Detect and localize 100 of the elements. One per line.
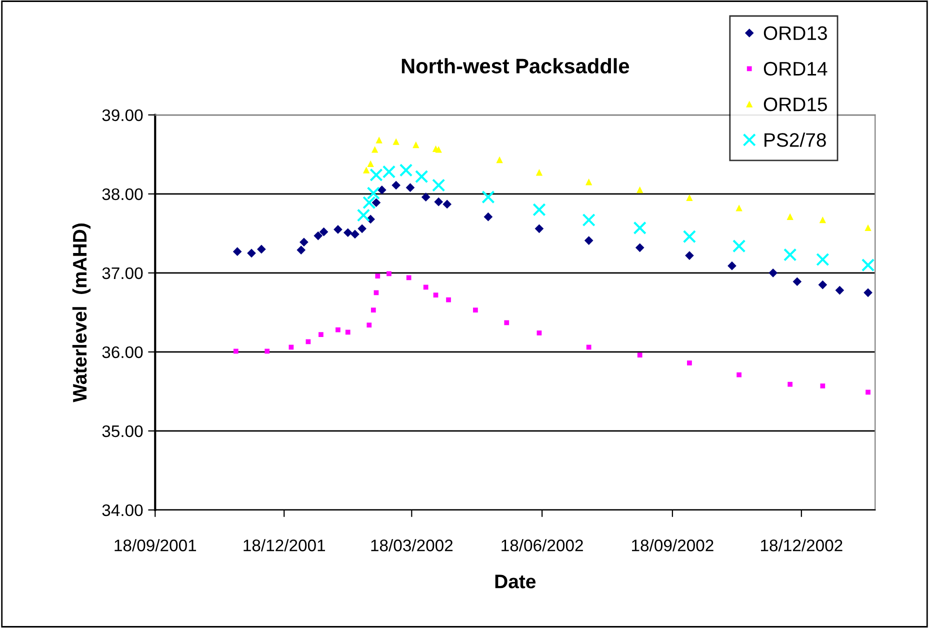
point [374,290,379,296]
x-tick-label: 18/03/2002 [371,539,453,552]
point [306,339,311,344]
point [768,268,778,278]
point [728,262,736,270]
point [582,213,596,227]
point [736,205,742,212]
point [446,297,451,302]
point [864,224,872,232]
x-tick-label: 18/06/2002 [502,539,583,552]
point [414,170,428,184]
x-tick-label: 18/12/2001 [244,539,326,552]
point [356,208,370,222]
point [336,327,340,332]
point [370,308,376,312]
legend-label: ORD13 [764,26,827,40]
point [367,160,374,168]
y-tick-label: 36.00 [102,346,143,358]
point [786,214,794,220]
point [484,212,492,222]
point [375,274,380,279]
point [435,146,442,153]
point [442,200,452,208]
point [434,198,443,206]
x-tick-label: 18/09/2002 [632,539,714,552]
y-tick-label: 39.00 [102,109,143,122]
point [366,186,380,200]
point [233,247,242,256]
point [866,390,870,395]
point [586,178,592,186]
point [496,156,503,164]
point [264,348,270,354]
point [399,164,413,177]
point [536,169,542,176]
legend-label: ORD15 [764,97,827,112]
point [532,203,546,216]
point [392,138,400,145]
point [392,180,400,190]
point [432,178,446,192]
x-tick-label: 18/12/2002 [760,539,842,552]
point [536,330,542,336]
point [320,228,328,236]
point [685,251,694,260]
chart-title: North-west Packsaddle [402,58,630,74]
point [412,142,420,148]
point [378,186,386,194]
point [363,167,370,174]
point [736,372,742,378]
point [423,284,428,290]
point [534,224,544,233]
point [820,383,826,388]
point [792,277,802,286]
point [584,236,594,245]
point [783,248,797,262]
point [334,225,342,234]
point [344,228,352,237]
point [386,271,392,276]
point [818,280,827,290]
point [788,382,793,387]
point [233,348,238,354]
point [366,322,372,328]
point [732,239,746,253]
point [473,308,478,312]
point [406,275,412,280]
point [637,352,642,358]
point [687,360,692,366]
point [350,230,360,238]
legend-label: ORD14 [764,62,828,76]
point [633,221,646,234]
point [433,292,438,298]
point [816,252,830,266]
point [376,137,382,144]
point [372,146,378,153]
point [636,243,644,252]
point [820,216,826,224]
point [861,258,875,272]
y-axis-title: Waterlevel (mAHD) [72,224,91,402]
point [835,286,844,295]
y-tick-label: 37.00 [102,267,143,280]
point [864,288,872,297]
point [314,232,322,240]
point [586,344,592,350]
point [636,186,643,194]
legend-label: PS2/78 [764,132,826,147]
x-tick-label: 18/09/2001 [114,539,196,552]
point [362,196,376,210]
point [504,320,510,326]
x-axis-title: Date [495,574,536,588]
point [296,246,306,254]
point [345,330,350,335]
point [422,192,430,202]
point [406,183,415,192]
point [247,248,256,258]
y-tick-label: 38.00 [102,188,143,200]
point [300,238,308,246]
point [482,190,495,204]
point [318,332,324,337]
point [686,194,693,202]
point [257,244,266,254]
point [372,198,381,207]
